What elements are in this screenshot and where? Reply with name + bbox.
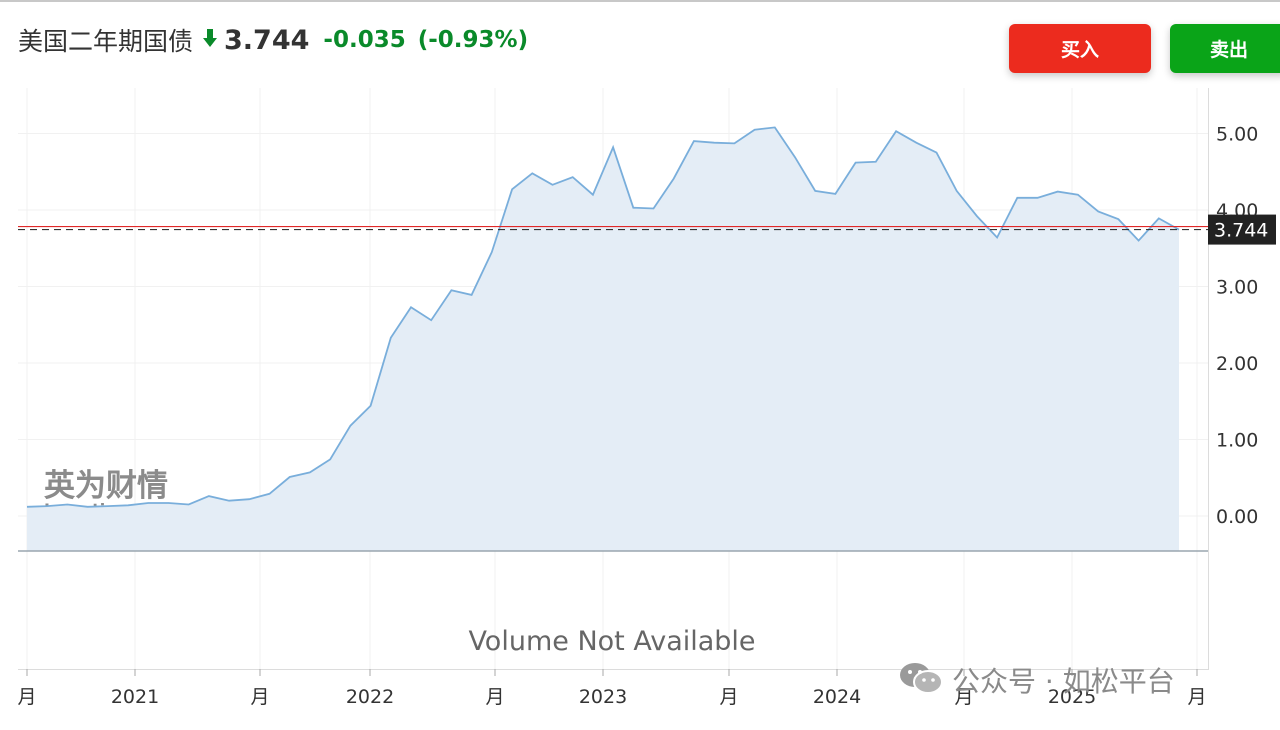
footer-text: 公众号 · 如松平台	[952, 665, 1175, 698]
instrument-header: 美国二年期国债 3.744 -0.035 (-0.93%)	[18, 20, 528, 60]
x-tick-label: 月	[485, 686, 504, 708]
instrument-name: 美国二年期国债	[18, 27, 194, 56]
last-price: 3.744	[224, 24, 310, 56]
x-axis-ticks: 月 2021 月 2022 月 2023 月 2024 月 2025 月	[17, 669, 1207, 708]
footer-watermark: 公众号 · 如松平台	[898, 660, 1175, 700]
price-tag-label: 3.744	[1214, 220, 1268, 242]
x-tick-label: 2022	[346, 686, 394, 708]
y-axis-line	[1208, 88, 1209, 670]
x-tick-label: 月	[17, 686, 36, 708]
series-layer	[26, 126, 1180, 552]
y-tick-label: 5.00	[1216, 124, 1258, 146]
volume-unavailable-label: Volume Not Available	[468, 626, 755, 657]
y-tick-label: 1.00	[1216, 430, 1258, 452]
x-tick-label: 月	[954, 686, 973, 708]
down-arrow-icon	[202, 28, 218, 52]
x-tick-label: 月	[1187, 686, 1206, 708]
y-tick-label: 0.00	[1216, 506, 1258, 528]
price-tag	[1208, 214, 1276, 245]
watermark-cn: 英为财情	[44, 468, 168, 504]
buy-button[interactable]: 买入	[1009, 24, 1151, 73]
x-axis-line	[18, 669, 1208, 670]
sell-button[interactable]: 卖出	[1170, 24, 1280, 73]
x-tick-label: 2021	[111, 686, 159, 708]
top-divider	[0, 0, 1280, 2]
wechat-icon	[898, 660, 944, 700]
price-change-percent: (-0.93%)	[417, 27, 529, 53]
series-area	[27, 127, 1179, 552]
x-tick-label: 2024	[813, 686, 861, 708]
x-tick-label: 月	[250, 686, 269, 708]
y-tick-label: 2.00	[1216, 353, 1258, 375]
x-tick-label: 月	[719, 686, 738, 708]
x-tick-label: 2023	[579, 686, 627, 708]
x-tick-label: 2025	[1048, 686, 1096, 708]
y-axis-ticks: 0.001.002.003.004.005.00	[1216, 124, 1258, 529]
price-change: -0.035	[323, 27, 406, 53]
y-tick-label: 3.00	[1216, 277, 1258, 299]
